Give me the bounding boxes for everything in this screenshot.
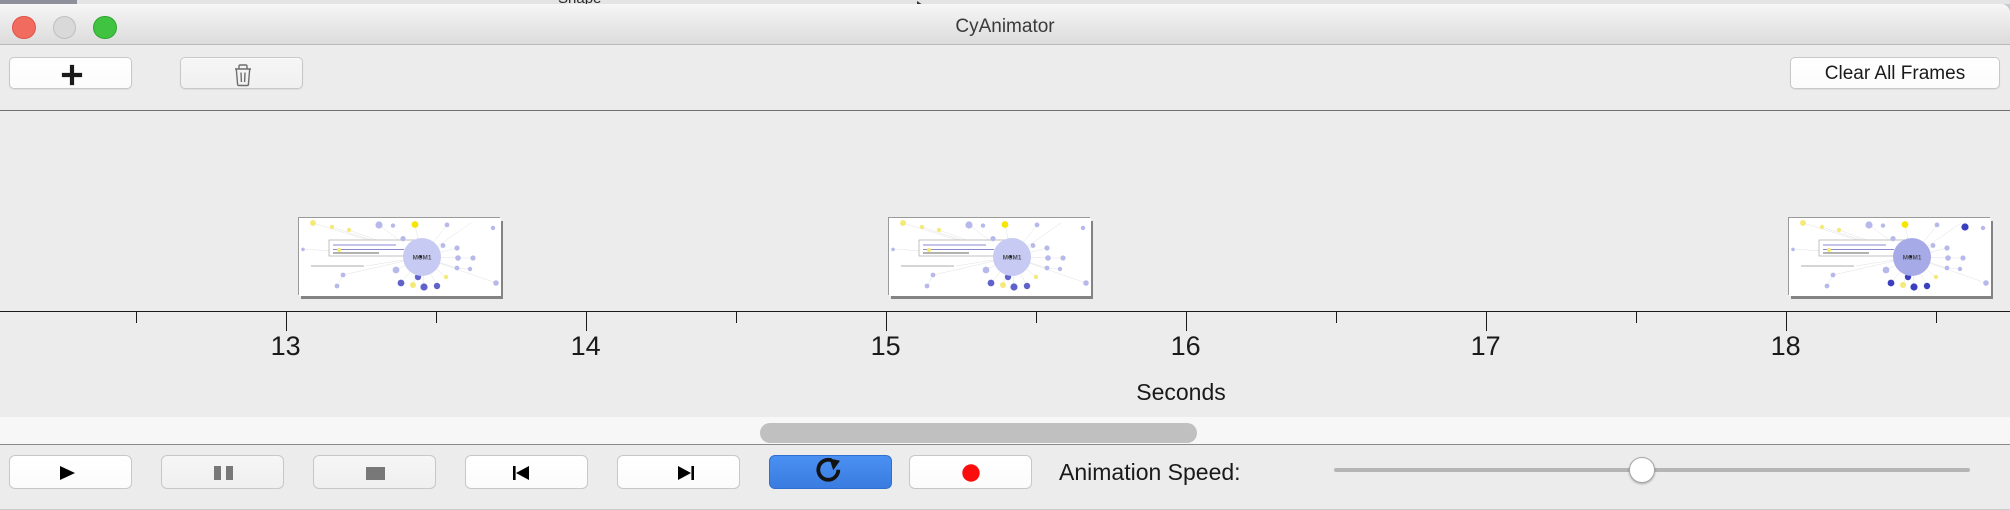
svg-text:MCM1: MCM1 <box>1003 255 1022 262</box>
svg-text:MCM1: MCM1 <box>413 255 432 262</box>
svg-text:MCM1: MCM1 <box>1903 255 1922 262</box>
